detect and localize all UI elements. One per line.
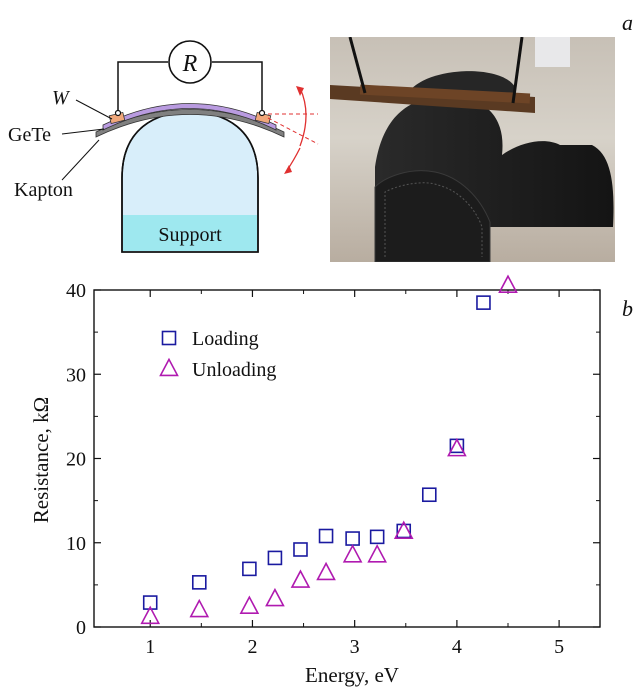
unloading-point	[342, 544, 363, 563]
x-tick-label: 4	[452, 636, 462, 658]
unloading-point	[498, 274, 518, 293]
loading-point	[421, 487, 437, 503]
x-axis-label: Energy, eV	[305, 663, 399, 687]
y-tick-label: 10	[66, 533, 86, 555]
loading-point	[267, 550, 283, 566]
film-label: GeTe	[8, 124, 51, 146]
unloading-point	[239, 595, 260, 614]
y-tick-label: 30	[66, 364, 86, 386]
unloading-point	[447, 437, 467, 457]
angle-arc	[299, 87, 307, 147]
loading-point	[369, 529, 385, 545]
plot-marks	[140, 274, 518, 625]
support-label: Support	[158, 224, 222, 246]
loading-legend-marker	[161, 330, 177, 346]
loading-point	[293, 542, 308, 557]
x-tick-label: 2	[247, 636, 257, 658]
loading-point	[345, 531, 360, 546]
unloading-point	[316, 561, 336, 581]
wire-left	[117, 61, 168, 113]
holder-end-face	[374, 170, 491, 262]
x-tick-label: 1	[145, 636, 155, 658]
substrate-label: Kapton	[14, 179, 73, 201]
probe-right	[511, 37, 524, 104]
loading-point	[476, 295, 491, 310]
loading-point	[242, 561, 257, 577]
panel-letter-a: a	[622, 10, 633, 35]
y-axis-label: Resistance, kΩ	[29, 397, 53, 523]
unloading-point	[265, 587, 285, 607]
panel-letter-b: b	[622, 296, 633, 321]
electrode-label: W	[52, 87, 71, 109]
wire-right	[212, 61, 263, 113]
sample-holder-photo	[330, 37, 615, 262]
resistance-meter	[168, 40, 212, 84]
unloading-point	[367, 544, 387, 563]
unloading-legend-label: Unloading	[192, 359, 276, 381]
unloading-point	[189, 598, 210, 618]
unloading-point	[290, 569, 311, 588]
x-tick-label: 5	[554, 636, 564, 658]
plot-axes: 1 2 3 4 5 0 10 20 30 40	[66, 280, 601, 658]
unloading-point	[140, 605, 161, 625]
y-tick-label: 20	[66, 449, 86, 471]
y-tick-label: 40	[66, 280, 86, 302]
y-tick-label: 0	[76, 617, 86, 639]
loading-point	[318, 528, 334, 544]
loading-point	[142, 595, 158, 610]
loading-legend-label: Loading	[192, 328, 259, 350]
support-base	[123, 215, 257, 251]
loading-point	[191, 575, 207, 590]
probe-left	[348, 37, 367, 94]
plot-frame	[93, 289, 601, 628]
x-tick-label: 3	[350, 636, 360, 658]
bending-setup-schematic: R W GeTe Kapton Support	[8, 40, 319, 253]
resistor-label: R	[182, 51, 198, 77]
chart-legend: Loading Unloading	[159, 328, 276, 381]
resistance-vs-energy-chart: 1 2 3 4 5 0 10 20 30 40 Loading Unloading Energy, …	[29, 274, 601, 687]
gete-film	[102, 103, 277, 131]
kapton-substrate	[95, 109, 285, 138]
unloading-legend-marker	[159, 357, 179, 377]
unloading-point	[393, 520, 414, 539]
